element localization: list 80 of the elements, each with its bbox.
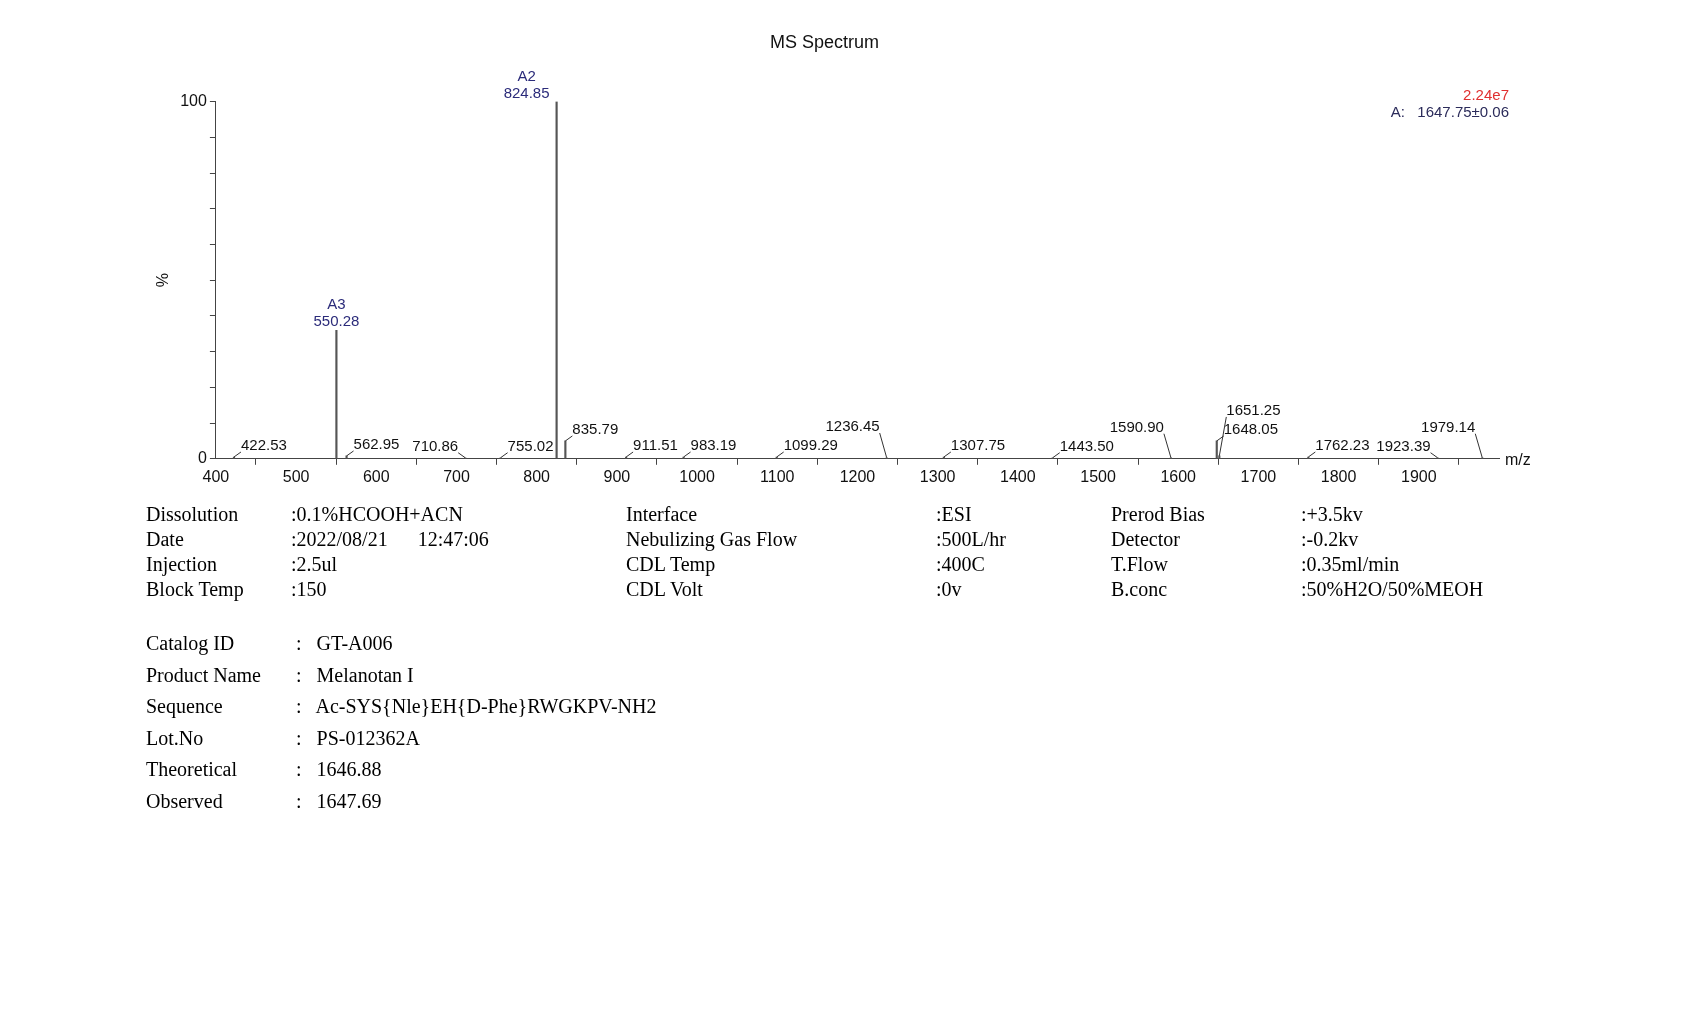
annotation: A3 550.28 [313,295,360,330]
text: Prerod Bias [1111,502,1206,527]
annotation: 2.24e7 [1462,86,1509,103]
text: : Melanotan I [296,662,415,688]
text: :+3.5kv [1301,502,1364,527]
x-tick-label: 600 [362,467,390,485]
annotation: A2 824.85 [503,66,550,101]
x-tick-label: 400 [202,467,230,485]
text: T.Flow [1111,552,1169,577]
bar [555,101,558,459]
text: :150 [291,577,328,602]
annotation: 562.95 [353,434,400,452]
x-tick-label: 1700 [1240,467,1277,485]
text: :400C [936,552,986,577]
x-axis-title: m/z [1505,450,1531,468]
text: Interface [626,502,699,527]
annotation: 1099.29 [783,436,838,454]
text: B.conc [1111,577,1169,602]
text: CDL Volt [626,577,704,602]
annotation: 1443.50 [1059,436,1114,454]
text: :0.1%HCOOH+ACN [291,502,464,527]
text: :50%H2O/50%MEOH [1301,577,1485,602]
text: Theoretical [146,757,239,782]
text: Sequence [146,694,224,720]
text: :-0.2kv [1301,527,1360,552]
x-tick-label: 1800 [1320,467,1357,485]
text: Catalog ID [146,631,236,657]
text: :2.5ul [291,552,339,577]
annotation: 1762.23 [1315,436,1370,454]
annotation: 710.86 [412,436,459,454]
text: : GT-A006 [296,631,394,656]
y-tick-label: 0 [197,449,207,467]
text: :0.35ml/min [1301,552,1401,577]
annotation: 1307.75 [950,436,1006,454]
y-axis-title: % [154,273,172,288]
x-tick-label: 700 [443,467,470,485]
annotation: 835.79 [572,419,619,437]
text: Injection [146,552,219,577]
x-tick-label: 1600 [1160,467,1197,485]
x-tick-label: 800 [523,467,551,485]
annotation: 983.19 [690,436,737,454]
text: CDL Temp [626,552,717,577]
text: : Ac-SYS{Nle}EH{D-Phe}RWGKPV-NH2 [296,694,658,719]
annotation: 1923.39 [1376,436,1431,454]
annotation: 1590.90 [1109,417,1164,435]
text: Lot.No [146,725,205,751]
x-tick-label: 1500 [1080,467,1116,485]
annotation: 1236.45 [825,417,880,435]
text: Date [146,527,185,552]
annotation: A: 1647.75±0.06 [1390,103,1509,120]
annotation: 911.51 [633,436,678,454]
chart-title: MS Spectrum [769,31,880,52]
annotation: 1651.25 [1226,400,1281,418]
text: Dissolution [146,502,240,527]
x-tick-label: 1200 [839,467,876,485]
text: Nebulizing Gas Flow [626,527,799,552]
text: Detector [1111,527,1181,552]
y-tick-label: 100 [180,92,207,110]
text: : PS-012362A [296,725,421,751]
text: :500L/hr [936,527,1007,552]
x-tick-label: 1300 [919,467,956,485]
text: Product Name [146,662,262,688]
text: :2022/08/21 12:47:06 [291,527,490,552]
text: Block Temp [146,577,245,602]
text: Observed [146,788,224,814]
annotation: 422.53 [240,436,287,454]
annotation: 1648.05 [1223,419,1278,437]
annotation: 1979.14 [1421,417,1476,435]
annotation: 755.02 [507,436,554,454]
text: :0v [936,577,963,602]
text: : 1646.88 [296,757,383,782]
bar [335,329,338,459]
x-tick-label: 1100 [760,467,795,485]
text: :ESI [936,502,973,527]
x-tick-label: 1400 [1000,467,1036,485]
x-tick-label: 1000 [679,467,715,485]
x-tick-label: 1900 [1401,467,1437,485]
text: : 1647.69 [296,788,383,814]
x-tick-label: 900 [603,467,631,485]
x-tick-label: 500 [282,467,310,485]
